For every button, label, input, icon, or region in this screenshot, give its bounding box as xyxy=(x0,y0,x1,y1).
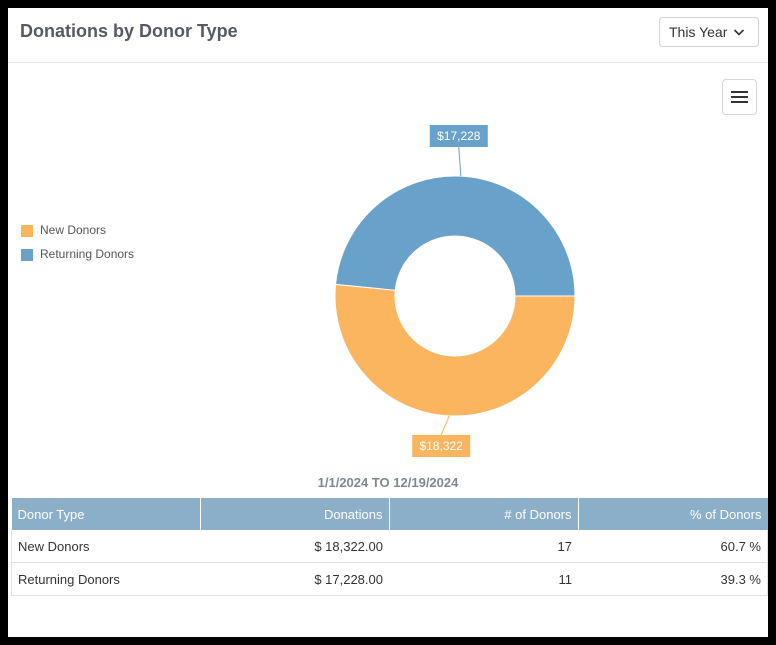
pie-slice-returning-donors[interactable] xyxy=(335,175,576,297)
data-label: $17,228 xyxy=(437,129,481,143)
legend-label: New Donors xyxy=(40,223,107,237)
period-select[interactable]: This Year xyxy=(659,17,759,47)
table-cell: 60.7 % xyxy=(578,530,768,563)
column-header[interactable]: % of Donors xyxy=(578,498,768,530)
period-select-label: This Year xyxy=(669,24,728,40)
table-cell: New Donors xyxy=(11,530,200,563)
table-cell: 39.3 % xyxy=(578,562,768,596)
column-header[interactable]: Donations xyxy=(200,498,390,530)
column-header[interactable]: # of Donors xyxy=(389,498,579,530)
data-label-box xyxy=(412,435,471,457)
date-range: 1/1/2024 TO 12/19/2024 xyxy=(317,475,459,490)
donut-chart: $18,322 $17,228 xyxy=(334,125,576,457)
donations-card: Donations by Donor Type This Year New Do… xyxy=(8,8,768,637)
data-label-connector xyxy=(440,415,450,436)
table-cell: $ 17,228.00 xyxy=(200,562,389,596)
chart-menu-button[interactable] xyxy=(722,79,757,115)
donor-table: Donor Type Donations # of Donors % of Do… xyxy=(11,498,768,596)
card-header: Donations by Donor Type This Year xyxy=(8,8,768,63)
card-title: Donations by Donor Type xyxy=(20,21,238,41)
column-header[interactable]: Donor Type xyxy=(11,498,201,530)
data-label-box xyxy=(429,125,488,147)
table-cell: $ 18,322.00 xyxy=(200,530,389,563)
data-label-connector xyxy=(458,146,462,177)
table-cell: Returning Donors xyxy=(11,562,200,596)
table-header-row: Donor Type Donations # of Donors % of Do… xyxy=(11,498,768,530)
table-row: New Donors $ 18,322.00 17 60.7 % xyxy=(11,530,768,563)
legend-label: Returning Donors xyxy=(40,247,135,261)
legend-swatch xyxy=(21,249,33,261)
pie-slice-new-donors[interactable] xyxy=(334,283,576,417)
table-row: Returning Donors $ 17,228.00 11 39.3 % xyxy=(11,562,768,596)
table-cell: 11 xyxy=(389,562,578,596)
data-label: $18,322 xyxy=(420,439,464,453)
table-cell: 17 xyxy=(389,530,578,563)
chevron-down-icon xyxy=(733,29,745,36)
legend-swatch xyxy=(21,225,33,237)
hamburger-menu-icon xyxy=(731,91,748,103)
